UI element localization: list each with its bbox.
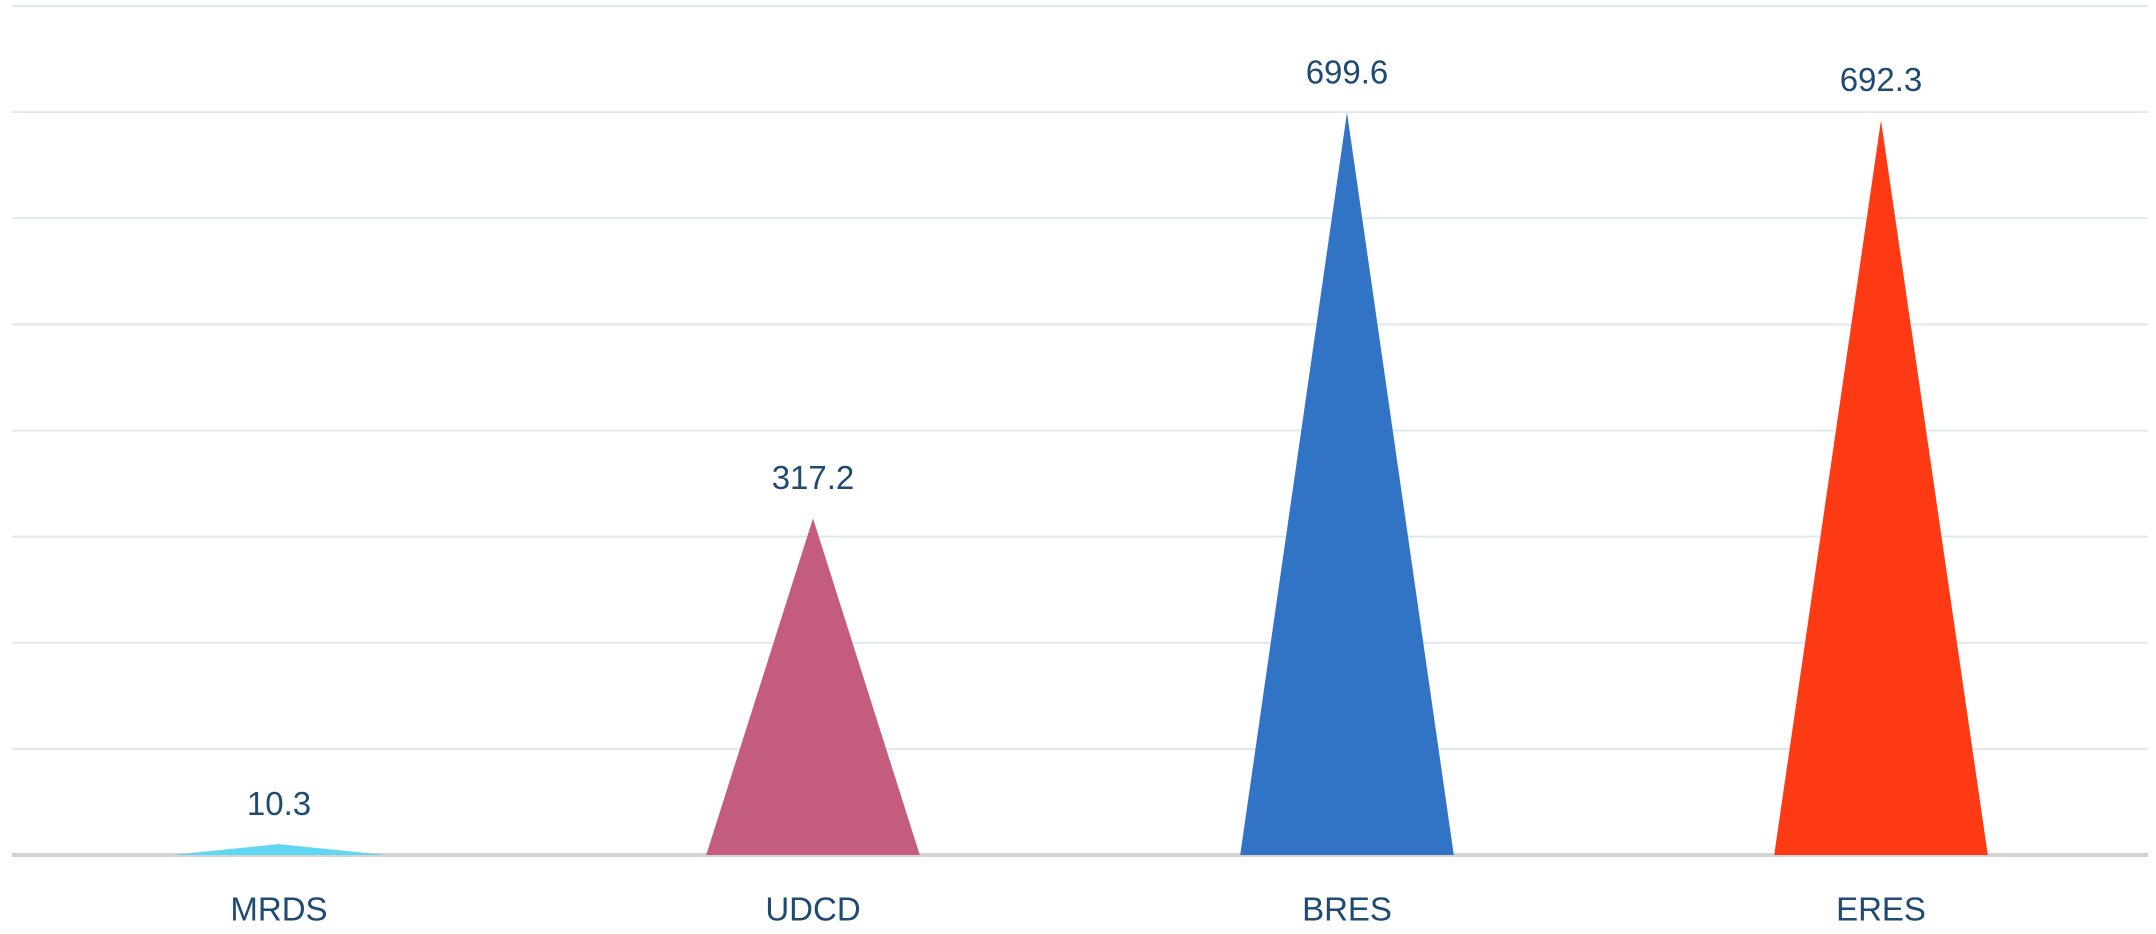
triangle-bar [172, 844, 386, 855]
triangle-bar [706, 518, 920, 855]
x-tick-label: UDCD [765, 891, 860, 928]
value-label: 699.6 [1306, 53, 1389, 90]
value-label: 10.3 [247, 785, 311, 822]
value-label: 317.2 [772, 459, 855, 496]
x-tick-label: MRDS [230, 891, 327, 928]
value-label: 692.3 [1840, 61, 1923, 98]
triangle-bar [1240, 112, 1454, 855]
x-tick-label: ERES [1836, 891, 1926, 928]
x-tick-label: BRES [1302, 891, 1392, 928]
triangle-bar [1774, 120, 1988, 855]
